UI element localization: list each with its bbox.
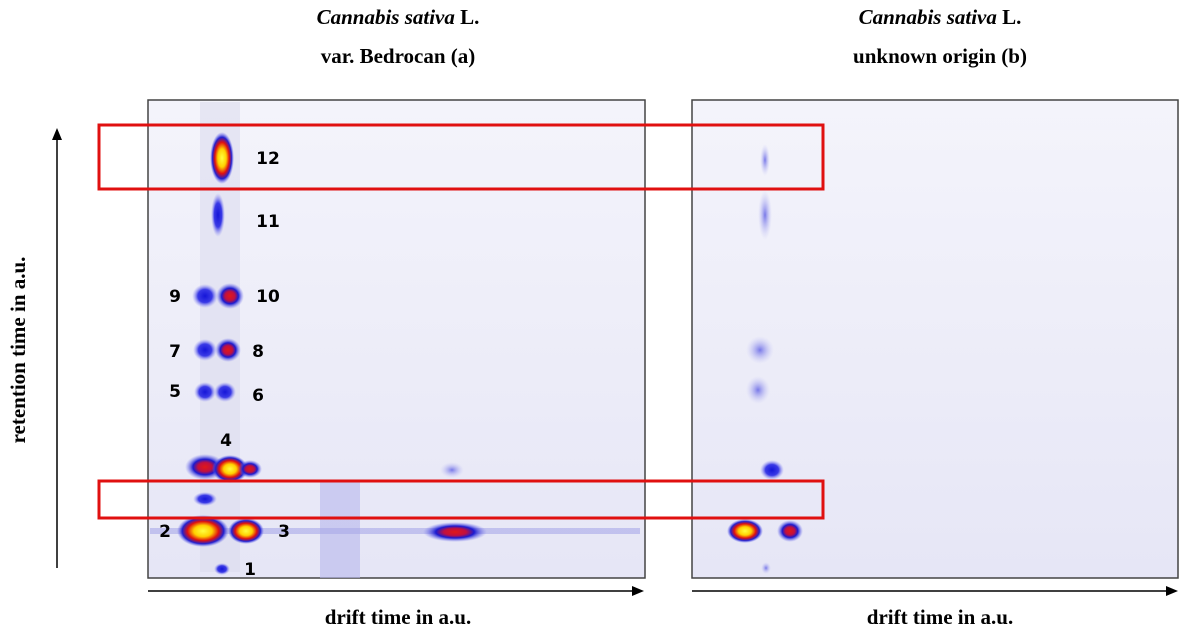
peak-label: 3 bbox=[278, 522, 290, 542]
figure: Cannabis sativa L. var. Bedrocan (a) Can… bbox=[0, 0, 1179, 628]
peak-label: 12 bbox=[256, 149, 280, 169]
heatmap-a bbox=[148, 100, 645, 578]
y-axis-label: retention time in a.u. bbox=[6, 257, 30, 444]
panel-title: Cannabis sativa L. bbox=[859, 5, 1022, 29]
x-axis-label: drift time in a.u. bbox=[867, 605, 1013, 628]
peak-label: 4 bbox=[220, 431, 232, 451]
x-axis-label: drift time in a.u. bbox=[325, 605, 471, 628]
heatmap-b bbox=[692, 100, 1178, 578]
peak-label: 8 bbox=[252, 342, 264, 362]
peak-label: 9 bbox=[169, 287, 181, 307]
peak-label: 2 bbox=[159, 522, 171, 542]
peak-label: 6 bbox=[252, 386, 264, 406]
panel-title: Cannabis sativa L. bbox=[317, 5, 480, 29]
panel-subtitle: var. Bedrocan (a) bbox=[321, 44, 476, 68]
peak-label: 5 bbox=[169, 382, 181, 402]
peak-label: 10 bbox=[256, 287, 280, 307]
peak-label: 11 bbox=[256, 212, 280, 232]
panel-subtitle: unknown origin (b) bbox=[853, 44, 1027, 68]
peak-label: 1 bbox=[244, 560, 256, 580]
peak-label: 7 bbox=[169, 342, 181, 362]
